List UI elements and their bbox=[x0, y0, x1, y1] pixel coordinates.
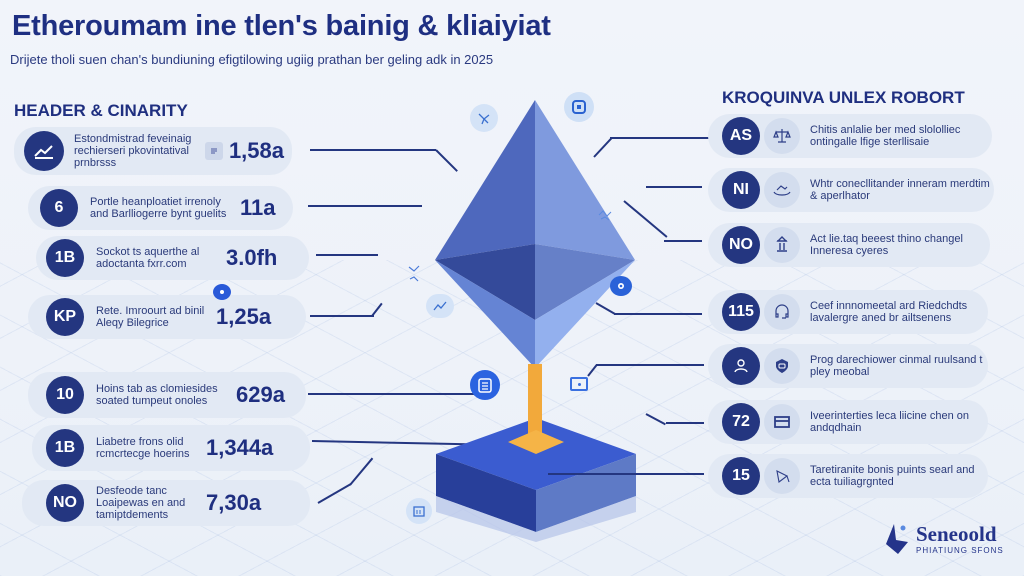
card-description: Taretiranite bonis puints searl and ecta… bbox=[810, 464, 975, 488]
square-token-icon bbox=[564, 92, 594, 122]
card-badge: 6 bbox=[40, 189, 78, 227]
card-description: Ceef innnomeetal ard Riedchdts lavalergr… bbox=[810, 300, 968, 324]
right-card-2[interactable]: NI Whtr conecllitander inneram merdtim &… bbox=[708, 168, 994, 212]
clipboard-list-icon bbox=[470, 370, 500, 400]
right-card-5[interactable]: Prog darechiower cinmal ruulsand t pley … bbox=[708, 344, 988, 388]
connector-line bbox=[666, 422, 704, 424]
card-description: Estondmistrad feveinaig rechierseri pkov… bbox=[74, 133, 192, 169]
connector-line bbox=[316, 254, 378, 256]
chart-trend-icon bbox=[24, 131, 64, 171]
connector-line bbox=[317, 483, 352, 504]
brand-name: Seneoold bbox=[916, 521, 997, 546]
right-card-6[interactable]: 72 Iveerinterties leca liicine chen on a… bbox=[708, 400, 988, 444]
card-value: 1,25a bbox=[216, 304, 272, 329]
card-badge: 115 bbox=[722, 293, 760, 331]
connector-line bbox=[310, 315, 374, 317]
card-description: Prog darechiower cinmal ruulsand t pley … bbox=[810, 354, 983, 378]
right-card-1[interactable]: AS Chitis anlalie ber med slololliec ont… bbox=[708, 114, 992, 158]
card-value: 629a bbox=[236, 382, 285, 407]
pillar-icon bbox=[764, 227, 800, 263]
card-badge: NO bbox=[722, 226, 760, 264]
card-description: Desfeode tanc Loaipewas en and tamiptdem… bbox=[96, 485, 186, 521]
page-subtitle: Drijete tholi suen chan's bundiuning efi… bbox=[10, 52, 494, 67]
card-description: Hoins tab as clomiesides soated tumpeut … bbox=[96, 383, 218, 407]
card-description: Act lie.taq beeest thino changel Inneres… bbox=[810, 233, 963, 257]
connector-line bbox=[610, 137, 710, 139]
right-card-4[interactable]: 115 Ceef innnomeetal ard Riedchdts laval… bbox=[708, 290, 988, 334]
gear-key-icon bbox=[610, 276, 632, 296]
left-section-heading: HEADER & CINARITY bbox=[14, 101, 188, 120]
connector-line bbox=[308, 205, 422, 207]
card-badge: 15 bbox=[722, 457, 760, 495]
card-description: Sockot ts aquerthe al adoctanta fxrr.com bbox=[96, 246, 200, 270]
card-description: Portle heanploatiet irrenoly and Barllio… bbox=[90, 196, 227, 220]
connector-line bbox=[548, 473, 704, 475]
cloud-chart-icon bbox=[426, 294, 454, 318]
card-value: 3.0fh bbox=[226, 245, 278, 270]
connector-line bbox=[371, 302, 383, 317]
page-title: Etheroumam ine tlen's bainig & kliaiyiat bbox=[12, 10, 551, 42]
card-badge: 72 bbox=[722, 403, 760, 441]
card-value: 1,58a bbox=[228, 138, 284, 163]
network-icon bbox=[764, 458, 800, 494]
card-description: Whtr conecllitander inneram merdtim & ap… bbox=[810, 178, 990, 202]
left-card-4[interactable]: KP Rete. Imroourt ad binil Aleqy Bilegri… bbox=[28, 295, 306, 339]
card-description: Liabetre frons olid rcmcrtecge hoerins bbox=[96, 436, 190, 460]
connector-line bbox=[308, 393, 474, 395]
card-description: Rete. Imroourt ad binil Aleqy Bilegrice bbox=[96, 305, 205, 329]
right-card-3[interactable]: NO Act lie.taq beeest thino changel Inne… bbox=[708, 223, 990, 267]
left-card-7[interactable]: NO Desfeode tanc Loaipewas en and tamipt… bbox=[22, 480, 310, 526]
card-badge: 10 bbox=[46, 376, 84, 414]
small-nodes-icon bbox=[406, 262, 422, 286]
right-card-7[interactable]: 15 Taretiranite bonis puints searl and e… bbox=[708, 454, 988, 498]
left-card-5[interactable]: 10 Hoins tab as clomiesides soated tumpe… bbox=[28, 372, 306, 418]
user-icon bbox=[722, 347, 760, 385]
connector-line bbox=[614, 313, 702, 315]
brand-mark-icon bbox=[886, 524, 908, 554]
connector-line bbox=[596, 364, 704, 366]
left-card-1[interactable]: Estondmistrad feveinaig rechierseri pkov… bbox=[14, 127, 292, 175]
connector-line bbox=[645, 413, 666, 426]
right-section-heading: KROQUINVA UNLEX ROBORT bbox=[722, 88, 965, 107]
headset-icon bbox=[764, 294, 800, 330]
connector-line bbox=[310, 149, 436, 151]
card-description: Iveerinterties leca liicine chen on andq… bbox=[810, 410, 969, 434]
building-icon bbox=[406, 498, 432, 524]
connector-line bbox=[664, 240, 702, 242]
scales-icon bbox=[764, 118, 800, 154]
card-description: Chitis anlalie ber med slololliec onting… bbox=[810, 124, 961, 148]
shield-icon bbox=[764, 348, 800, 384]
pedestal-base-icon bbox=[436, 364, 636, 542]
left-card-3[interactable]: 1B Sockot ts aquerthe al adoctanta fxrr.… bbox=[36, 236, 309, 280]
left-card-6[interactable]: 1B Liabetre frons olid rcmcrtecge hoerin… bbox=[32, 425, 310, 471]
card-value: 7,30a bbox=[206, 490, 262, 515]
card-icon bbox=[764, 404, 800, 440]
card-badge: NI bbox=[722, 171, 760, 209]
connector-line bbox=[349, 457, 374, 486]
card-value: 11a bbox=[240, 195, 276, 220]
handshake-icon bbox=[764, 172, 800, 208]
card-badge: NO bbox=[46, 484, 84, 522]
sparkle-nodes-icon bbox=[596, 206, 614, 224]
coin-bag-icon bbox=[213, 284, 231, 300]
brand-tagline: PHIATIUNG SFONS bbox=[916, 545, 1004, 555]
card-value: 1,344a bbox=[206, 435, 274, 460]
left-card-2[interactable]: 6 Portle heanploatiet irrenoly and Barll… bbox=[28, 186, 293, 230]
card-badge: KP bbox=[46, 298, 84, 336]
card-badge: 1B bbox=[46, 429, 84, 467]
network-molecule-icon bbox=[470, 104, 498, 132]
document-icon bbox=[204, 142, 223, 160]
card-badge: 1B bbox=[46, 239, 84, 277]
card-badge: AS bbox=[722, 117, 760, 155]
brand-logo: Seneoold PHIATIUNG SFONS bbox=[882, 522, 1004, 556]
wallet-icon bbox=[570, 377, 588, 391]
connector-line bbox=[646, 186, 702, 188]
